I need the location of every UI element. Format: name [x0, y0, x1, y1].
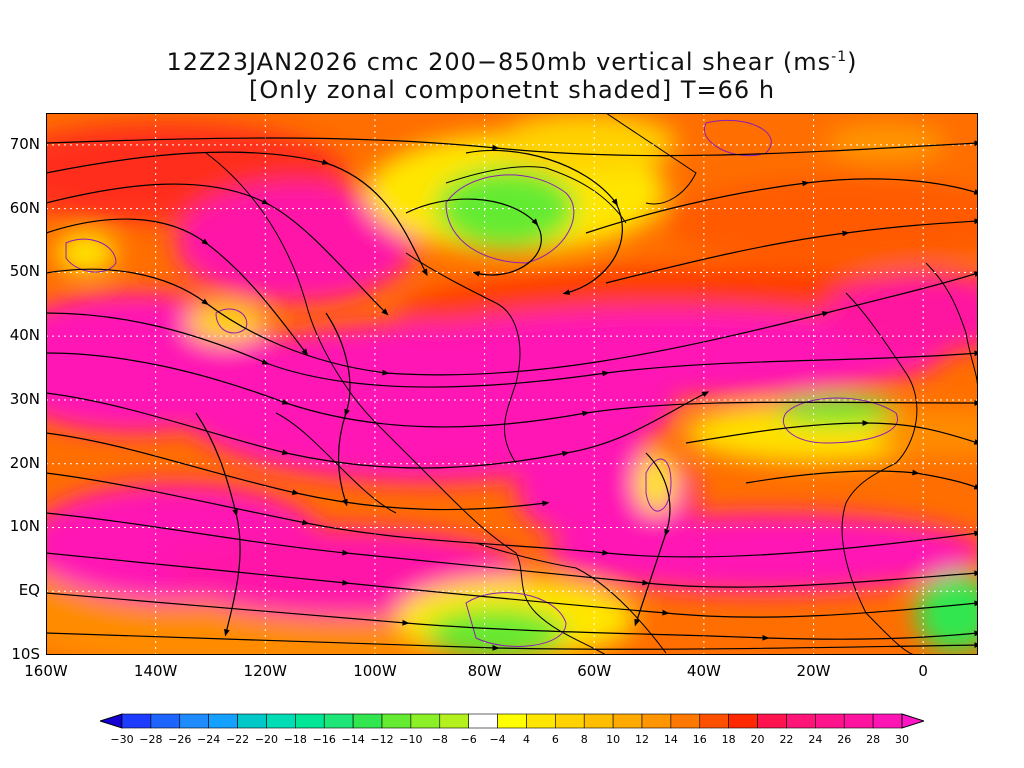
lon-label: 20W — [796, 662, 831, 680]
colorbar-swatch — [410, 713, 441, 729]
colorbar-label: −18 — [283, 733, 307, 746]
colorbar-swatch — [555, 713, 585, 729]
colorbar-swatch — [468, 713, 498, 729]
lon-label: 100W — [353, 662, 397, 680]
colorbar-label: 16 — [692, 733, 707, 746]
lon-label: 140W — [133, 662, 178, 680]
colorbar-extend-high — [901, 713, 924, 729]
colorbar-label: −10 — [399, 733, 423, 746]
colorbar-swatch — [179, 713, 209, 729]
colorbar-swatch — [872, 713, 903, 729]
colorbar-label: −8 — [431, 733, 448, 746]
lat-label: 60N — [9, 198, 40, 217]
colorbar-swatch — [237, 713, 267, 729]
colorbar-swatch — [497, 713, 527, 729]
lat-label: 40N — [9, 326, 40, 345]
colorbar-label: 6 — [551, 733, 559, 746]
colorbar-label: 30 — [895, 733, 909, 746]
colorbar-label: −12 — [370, 733, 394, 746]
lat-label: 10N — [9, 517, 40, 536]
colorbar-label: 26 — [837, 733, 852, 746]
colorbar-swatch — [150, 713, 181, 729]
colorbar-swatch — [641, 713, 672, 729]
lat-label: 30N — [9, 389, 40, 408]
colorbar-extend-low — [100, 713, 123, 729]
colorbar-swatch — [266, 713, 296, 729]
colorbar-swatch — [815, 713, 845, 729]
lon-label: 80W — [467, 662, 502, 680]
colorbar-label: −26 — [168, 733, 192, 746]
colorbar-swatch — [728, 713, 758, 729]
colorbar-swatch — [121, 713, 152, 729]
colorbar — [100, 713, 924, 729]
colorbar-label: 28 — [866, 733, 881, 746]
lon-label: 120W — [243, 662, 288, 680]
map-title-line1: 12Z23JAN2026 cmc 200−850mb vertical shea… — [166, 48, 858, 76]
colorbar-swatch — [381, 713, 412, 729]
lat-label: 50N — [9, 262, 40, 281]
colorbar-swatch — [843, 713, 874, 729]
shear-map — [46, 113, 978, 655]
map-frame — [46, 113, 978, 655]
lon-label: 60W — [577, 662, 612, 680]
colorbar-swatch — [757, 713, 787, 729]
colorbar-swatch — [208, 713, 238, 729]
lon-label: 160W — [24, 662, 68, 680]
colorbar-label: 24 — [808, 733, 823, 746]
colorbar-swatch — [786, 713, 816, 729]
colorbar-label: −30 — [110, 733, 134, 746]
colorbar-label: −20 — [254, 733, 279, 746]
colorbar-label: 18 — [721, 733, 736, 746]
colorbar-swatch — [323, 713, 354, 729]
colorbar-swatch — [612, 713, 643, 729]
colorbar-swatch — [583, 713, 614, 729]
colorbar-label: −6 — [460, 733, 477, 746]
colorbar-label: −4 — [489, 733, 506, 746]
colorbar-label: 22 — [779, 733, 794, 746]
streamlines — [46, 137, 978, 651]
colorbar-swatch — [670, 713, 701, 729]
colorbar-label: 20 — [750, 733, 765, 746]
lon-label: 0 — [918, 662, 928, 680]
colorbar-label: 4 — [522, 733, 530, 746]
colorbar-label: 14 — [663, 733, 678, 746]
colorbar-label: −16 — [312, 733, 336, 746]
colorbar-swatch — [439, 713, 469, 729]
lat-label: 20N — [9, 453, 40, 472]
colorbar-label: −24 — [197, 733, 221, 746]
colorbar-label: −14 — [341, 733, 365, 746]
colorbar-label: −22 — [225, 733, 250, 746]
colorbar-swatch — [526, 713, 556, 729]
lon-label: 40W — [686, 662, 721, 680]
colorbar-swatch — [352, 713, 383, 729]
lat-label: 10S — [11, 645, 40, 663]
colorbar-swatch — [295, 713, 325, 729]
colorbar-label: 8 — [580, 733, 588, 746]
map-title-line2: [Only zonal componetnt shaded] T=66 h — [248, 76, 776, 104]
colorbar-label: −28 — [139, 733, 163, 746]
lat-label: 70N — [9, 134, 40, 153]
colorbar-label: 10 — [606, 733, 621, 746]
colorbar-swatch — [699, 713, 729, 729]
colorbar-label: 12 — [635, 733, 649, 746]
lat-label: EQ — [18, 581, 40, 600]
